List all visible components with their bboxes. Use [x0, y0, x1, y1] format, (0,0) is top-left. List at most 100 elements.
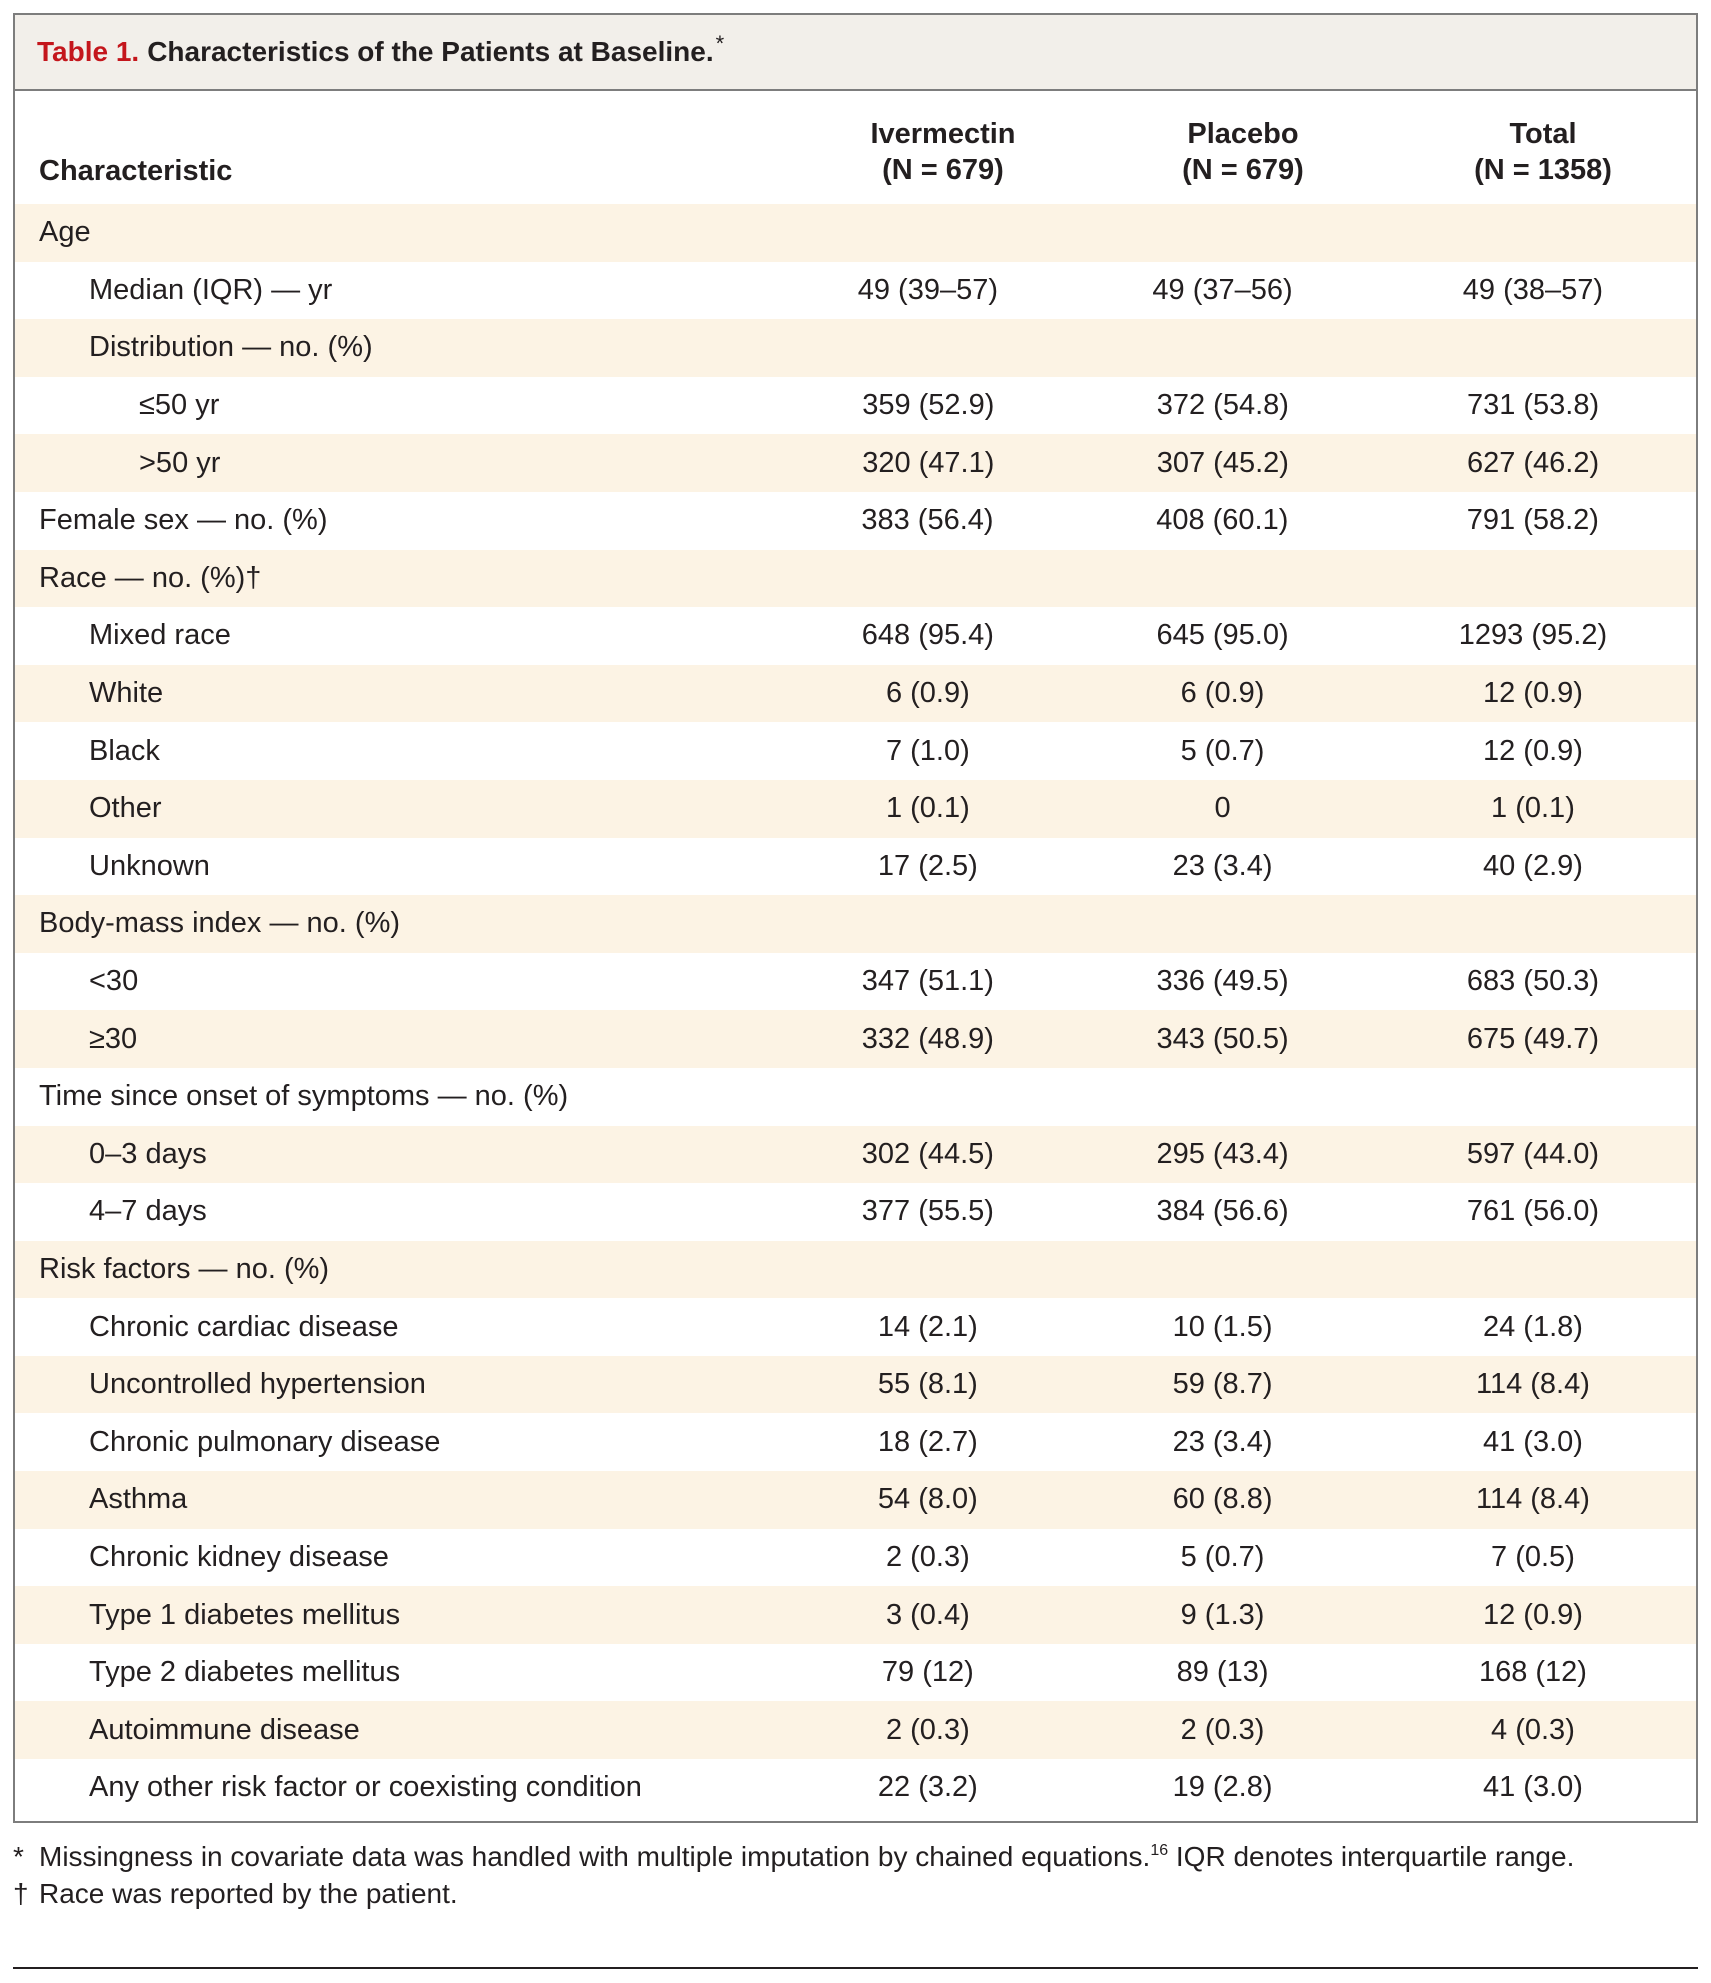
footnote-2-mark: †: [13, 1878, 29, 1909]
table-header: Characteristic Ivermectin (N = 679) Plac…: [15, 91, 1696, 204]
table-row: Other 1 (0.1) 0 1 (0.1): [15, 779, 1696, 838]
cell-ivermectin: 332 (48.9): [861, 1022, 994, 1055]
cell-total: 1 (0.1): [1491, 792, 1575, 825]
cell-placebo: 343 (50.5): [1156, 1022, 1289, 1055]
footnote-1-ref: 16: [1150, 1842, 1169, 1859]
bottom-rule: [13, 1967, 1698, 1969]
table-row: 4–7 days 377 (55.5) 384 (56.6) 761 (56.0): [15, 1183, 1696, 1241]
footnote-1-text: Missingness in covariate data was handle…: [39, 1838, 1574, 1875]
table-row: Median (IQR) — yr 49 (39–57) 49 (37–56) 49 …: [15, 262, 1696, 320]
row-label: Uncontrolled hypertension: [89, 1368, 426, 1401]
cell-placebo: 19 (2.8): [1172, 1771, 1273, 1804]
table-row: Autoimmune disease 2 (0.3) 2 (0.3) 4 (0.3): [15, 1701, 1696, 1760]
cell-placebo: 384 (56.6): [1156, 1195, 1289, 1228]
cell-total: 7 (0.5): [1491, 1540, 1575, 1573]
table-row: 0–3 days 302 (44.5) 295 (43.4) 597 (44.0): [15, 1125, 1696, 1184]
row-label: Median (IQR) — yr: [89, 273, 333, 306]
cell-ivermectin: 3 (0.4): [885, 1598, 970, 1631]
cell-ivermectin: 648 (95.4): [861, 619, 994, 652]
row-label: Other: [89, 792, 162, 825]
row-label: Mixed race: [89, 619, 231, 652]
header-total-n: (N = 1358): [1474, 154, 1612, 186]
table-body: Age Median (IQR) — yr 49 (39–57) 49 (37–56)…: [15, 204, 1696, 1817]
row-label: <30: [89, 965, 139, 998]
table-row: Body-mass index — no. (%): [15, 895, 1696, 953]
row-label: Type 1 diabetes mellitus: [89, 1598, 401, 1631]
cell-total: 627 (46.2): [1466, 446, 1600, 479]
cell-placebo: 59 (8.7): [1172, 1368, 1273, 1401]
cell-total: 731 (53.8): [1466, 389, 1600, 422]
footnote-1-mark: *: [13, 1841, 24, 1872]
header-total: Total (N = 1358): [1393, 116, 1693, 188]
cell-ivermectin: 49 (39–57): [857, 273, 998, 306]
cell-total: 12 (0.9): [1482, 677, 1583, 710]
header-ivermectin-n: (N = 679): [882, 154, 1004, 186]
cell-total: 4 (0.3): [1491, 1713, 1575, 1746]
cell-total: 114 (8.4): [1475, 1368, 1590, 1401]
table-row: Risk factors — no. (%): [15, 1240, 1696, 1299]
table-row: ≤50 yr 359 (52.9) 372 (54.8) 731 (53.8): [15, 377, 1696, 435]
table-row: Distribution — no. (%): [15, 319, 1696, 377]
cell-ivermectin: 347 (51.1): [861, 965, 994, 998]
row-label: Chronic cardiac disease: [89, 1310, 399, 1343]
table-row: Time since onset of symptoms — no. (%): [15, 1068, 1696, 1126]
table-title-label: Table 1.: [37, 36, 140, 67]
footnotes: * Missingness in covariate data was hand…: [13, 1838, 1698, 1912]
header-total-name: Total: [1509, 118, 1577, 150]
cell-ivermectin: 7 (1.0): [885, 734, 970, 767]
row-label: Type 2 diabetes mellitus: [89, 1656, 401, 1689]
cell-placebo: 336 (49.5): [1156, 965, 1289, 998]
cell-ivermectin: 2 (0.3): [885, 1540, 970, 1573]
table-row: Race — no. (%)†: [15, 549, 1696, 608]
table-row: Black 7 (1.0) 5 (0.7) 12 (0.9): [15, 722, 1696, 780]
row-label: 0–3 days: [89, 1137, 207, 1170]
cell-placebo: 645 (95.0): [1156, 619, 1289, 652]
footnote-1-body: Missingness in covariate data was handle…: [39, 1841, 1151, 1872]
cell-total: 683 (50.3): [1466, 965, 1600, 998]
table-row: Mixed race 648 (95.4) 645 (95.0) 1293 (95.2…: [15, 607, 1696, 665]
table-title: Table 1. Characteristics of the Patients…: [15, 15, 1696, 91]
cell-placebo: 89 (13): [1176, 1656, 1269, 1689]
cell-ivermectin: 18 (2.7): [877, 1425, 978, 1458]
cell-placebo: 307 (45.2): [1156, 446, 1289, 479]
cell-placebo: 23 (3.4): [1172, 1425, 1273, 1458]
cell-ivermectin: 2 (0.3): [885, 1713, 970, 1746]
cell-ivermectin: 14 (2.1): [877, 1310, 978, 1343]
cell-placebo: 49 (37–56): [1152, 273, 1293, 306]
row-label: ≥30: [89, 1022, 138, 1055]
cell-ivermectin: 320 (47.1): [862, 446, 995, 479]
cell-placebo: 6 (0.9): [1180, 677, 1265, 710]
cell-total: 675 (49.7): [1466, 1022, 1600, 1055]
table-row: <30 347 (51.1) 336 (49.5) 683 (50.3): [15, 953, 1696, 1011]
cell-ivermectin: 302 (44.5): [861, 1137, 994, 1170]
header-placebo-n: (N = 679): [1182, 154, 1304, 186]
row-label: Time since onset of symptoms — no. (%): [39, 1080, 569, 1113]
row-label: Distribution — no. (%): [89, 331, 373, 364]
header-placebo: Placebo (N = 679): [1093, 116, 1393, 188]
cell-total: 114 (8.4): [1475, 1483, 1590, 1516]
cell-total: 12 (0.9): [1482, 734, 1583, 767]
row-label: Autoimmune disease: [89, 1713, 360, 1746]
header-ivermectin: Ivermectin (N = 679): [793, 116, 1093, 188]
table-row: White 6 (0.9) 6 (0.9) 12 (0.9): [15, 664, 1696, 723]
cell-total: 791 (58.2): [1466, 504, 1599, 537]
cell-placebo: 9 (1.3): [1180, 1598, 1265, 1631]
cell-placebo: 372 (54.8): [1156, 389, 1289, 422]
footnote-2: † Race was reported by the patient.: [13, 1875, 1698, 1912]
row-label: 4–7 days: [89, 1195, 207, 1228]
table-row: Unknown 17 (2.5) 23 (3.4) 40 (2.9): [15, 838, 1696, 896]
cell-total: 41 (3.0): [1482, 1771, 1583, 1804]
header-ivermectin-name: Ivermectin: [870, 118, 1016, 150]
table-row: Chronic pulmonary disease 18 (2.7) 23 (3.4…: [15, 1413, 1696, 1471]
table-row: Female sex — no. (%) 383 (56.4) 408 (60.1)…: [15, 492, 1696, 550]
footnote-1-body-after: IQR denotes interquartile range.: [1168, 1841, 1575, 1872]
row-label: >50 yr: [139, 446, 221, 479]
footnote-1: * Missingness in covariate data was hand…: [13, 1838, 1698, 1875]
row-label: Female sex — no. (%): [39, 504, 328, 537]
cell-ivermectin: 79 (12): [881, 1656, 974, 1689]
cell-placebo: 5 (0.7): [1180, 734, 1265, 767]
cell-placebo: 5 (0.7): [1180, 1540, 1265, 1573]
row-label: Race — no. (%)†: [39, 561, 262, 594]
cell-total: 597 (44.0): [1466, 1137, 1600, 1170]
row-label: Age: [39, 216, 91, 249]
